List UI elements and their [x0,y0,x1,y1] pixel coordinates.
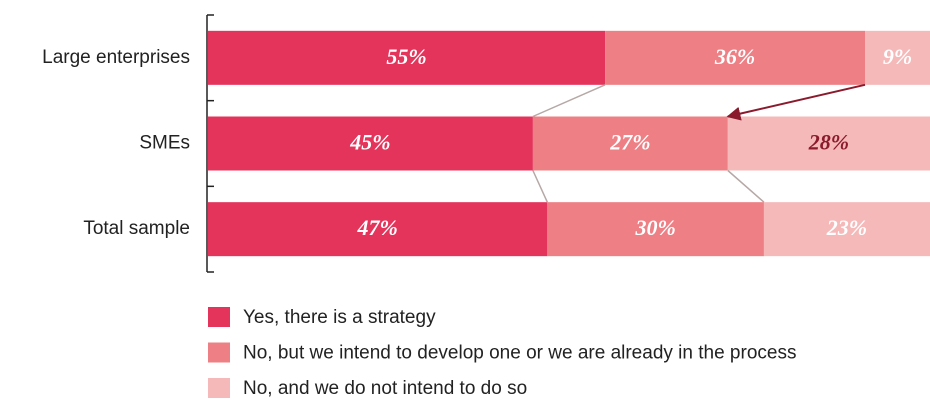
bar-segment [605,30,866,85]
value-label: 9% [883,44,912,69]
connector [532,84,606,118]
value-label: 36% [714,44,755,69]
value-label: 23% [826,215,867,240]
bar-segment [532,116,728,171]
category-label: SMEs [139,133,190,154]
category-label: Large enterprises [42,47,190,68]
value-label: 45% [349,130,390,155]
category-label: Total sample [83,218,190,239]
value-label: 27% [609,130,650,155]
legend-label: No, but we intend to develop one or we a… [243,343,796,364]
legend-label: Yes, there is a strategy [243,307,436,328]
value-label: 47% [357,215,398,240]
bar-segment [208,116,533,171]
bar-segment [208,30,606,85]
connector [727,169,765,203]
bar-segment [727,116,930,171]
legend-label: No, and we do not intend to do so [243,378,527,399]
bar-segment [865,30,930,85]
legend-swatch [208,378,230,398]
connector-arrow [726,83,866,121]
value-label: 30% [634,215,675,240]
connector [532,170,549,203]
legend-swatch [208,342,230,363]
bar-segment [208,202,548,257]
bar-segment [763,202,930,257]
value-label: 55% [386,44,426,69]
bar-segment [547,202,764,257]
legend-swatch [208,307,230,327]
value-label: 28% [808,130,849,155]
